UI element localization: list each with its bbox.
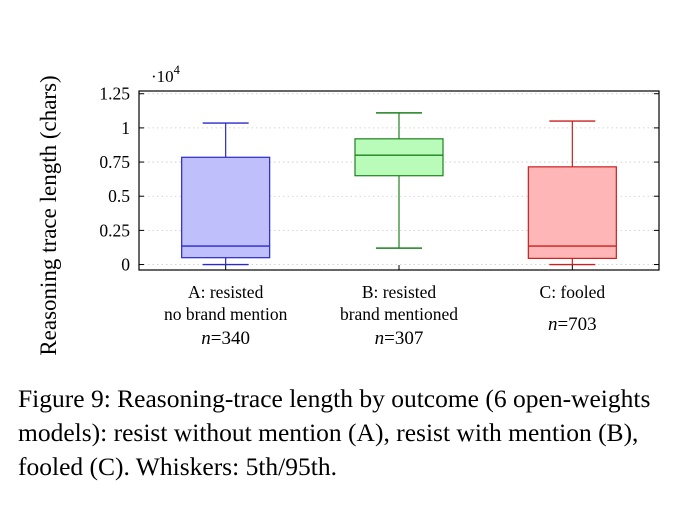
box-3 — [527, 120, 617, 266]
sample-size-label: n=340 — [201, 328, 250, 349]
y-tick-label: 0.25 — [99, 220, 130, 240]
box-2 — [354, 112, 444, 249]
y-tick-label: 0.75 — [99, 152, 130, 172]
iqr-box — [527, 166, 617, 259]
category-label: C: fooled — [540, 282, 606, 302]
y-axis-multiplier: ·104 — [151, 63, 181, 86]
category-label: B: resisted — [362, 282, 437, 302]
iqr-box — [354, 138, 444, 177]
boxes — [181, 112, 617, 266]
y-tick-label: 1.25 — [99, 84, 130, 104]
y-tick-label: 0 — [121, 255, 130, 275]
figure-caption: Figure 9: Reasoning-trace length by outc… — [18, 384, 651, 481]
category-label: brand mentioned — [340, 304, 458, 324]
y-tick-label: 0.5 — [108, 186, 130, 206]
y-tick-label: 1 — [121, 118, 130, 138]
category-label: A: resisted — [188, 282, 264, 302]
category-label: no brand mention — [164, 304, 288, 324]
sample-size-label: n=307 — [375, 328, 424, 349]
y-axis-label: Reasoning trace length (chars) — [36, 75, 61, 355]
box-1 — [181, 122, 271, 266]
sample-size-label: n=703 — [548, 314, 597, 335]
iqr-box — [181, 156, 271, 259]
y-axis-ticks: 0 0.25 0.5 0.75 1 1.25 — [99, 84, 659, 275]
